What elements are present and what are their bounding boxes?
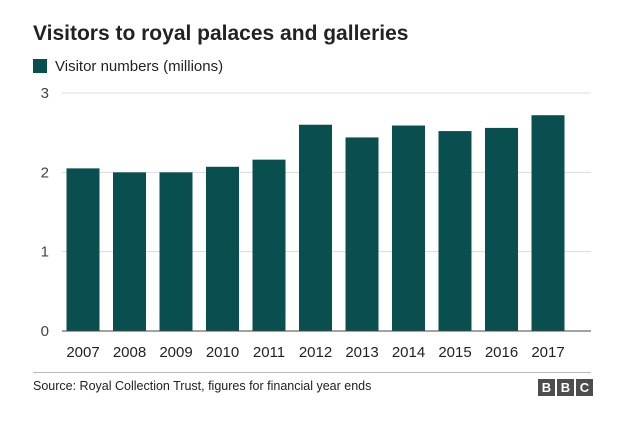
y-tick-label: 3 [41, 85, 49, 102]
bbc-logo-letter: C [576, 379, 593, 396]
x-tick-label: 2014 [392, 344, 425, 361]
bar [252, 159, 286, 331]
y-tick-label: 0 [41, 323, 49, 340]
legend: Visitor numbers (millions) [33, 57, 223, 75]
x-tick-label: 2007 [66, 344, 99, 361]
bar [113, 172, 146, 331]
bar [206, 166, 239, 331]
x-tick-label: 2016 [485, 344, 518, 361]
x-tick-label: 2011 [253, 344, 285, 361]
bar [345, 137, 379, 331]
bar [159, 172, 193, 331]
bar [299, 124, 332, 331]
bar [531, 115, 565, 331]
x-tick-label: 2012 [299, 344, 332, 361]
bbc-logo-letter: B [538, 379, 555, 396]
x-tick-label: 2017 [531, 344, 564, 361]
bar [485, 127, 518, 331]
y-tick-label: 2 [41, 164, 49, 181]
bbc-logo-letter: B [557, 379, 574, 396]
chart-title: Visitors to royal palaces and galleries [33, 22, 409, 45]
legend-label: Visitor numbers (millions) [55, 57, 224, 75]
x-tick-label: 2010 [206, 344, 239, 361]
footer-divider [33, 372, 591, 373]
bbc-logo: B B C [538, 379, 593, 396]
bar [438, 131, 472, 331]
bar [392, 125, 425, 331]
x-tick-label: 2009 [159, 344, 192, 361]
legend-swatch [33, 59, 47, 73]
bar [66, 168, 100, 331]
source-note: Source: Royal Collection Trust, figures … [33, 379, 372, 393]
x-tick-label: 2008 [113, 344, 146, 361]
bar-chart: 0 1 2 3 2007 2008 2009 2010 2011 2012 2013 2014 2015… [41, 85, 591, 361]
x-tick-label: 2013 [345, 344, 378, 361]
y-tick-label: 1 [41, 244, 49, 261]
x-tick-label: 2015 [438, 344, 471, 361]
